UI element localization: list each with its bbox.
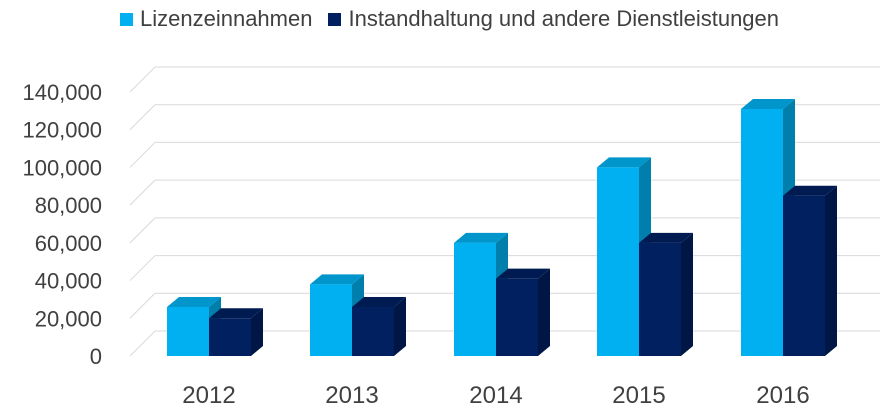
bar-lizenzeinnahmen-2015 <box>597 167 639 356</box>
bar-side-instandhaltung-2015 <box>681 232 693 356</box>
bar-top-instandhaltung-2014 <box>496 268 550 279</box>
x-tick-label: 2014 <box>469 382 522 409</box>
y-tick-label: 60,000 <box>35 231 102 256</box>
legend-label-lizenzeinnahmen: Lizenzeinnahmen <box>140 6 313 31</box>
x-tick-label: 2012 <box>182 382 235 409</box>
y-tick-label: 40,000 <box>35 269 102 294</box>
gridline-diagonal <box>129 330 156 357</box>
x-tick-label: 2013 <box>325 382 378 409</box>
x-tick-label: 2015 <box>612 382 665 409</box>
bar-top-instandhaltung-2015 <box>639 232 693 243</box>
bar-instandhaltung-2012 <box>209 318 251 356</box>
gridline-diagonal <box>129 255 156 281</box>
bar-side-instandhaltung-2014 <box>538 268 550 356</box>
gridline-diagonal <box>129 292 156 319</box>
bar-top-lizenzeinnahmen-2013 <box>310 274 364 285</box>
bar-top-lizenzeinnahmen-2016 <box>741 98 795 109</box>
bar-side-instandhaltung-2016 <box>825 185 837 356</box>
legend-item-instandhaltung: Instandhaltung und andere Dienstleistung… <box>328 6 779 32</box>
bar-top-lizenzeinnahmen-2015 <box>597 157 651 168</box>
gridline-diagonal <box>129 179 156 206</box>
bar-side-instandhaltung-2013 <box>394 296 406 356</box>
chart-legend: Lizenzeinnahmen Instandhaltung und ander… <box>120 6 795 32</box>
y-tick-label: 0 <box>90 344 102 369</box>
bar-top-lizenzeinnahmen-2014 <box>454 232 508 243</box>
bar-lizenzeinnahmen-2014 <box>454 242 496 356</box>
bar-lizenzeinnahmen-2012 <box>167 306 209 356</box>
bar-side-instandhaltung-2012 <box>251 308 263 356</box>
y-tick-label: 140,000 <box>22 80 102 105</box>
y-tick-label: 100,000 <box>22 155 102 180</box>
bar-lizenzeinnahmen-2013 <box>310 284 352 356</box>
bar-top-lizenzeinnahmen-2012 <box>167 296 221 307</box>
bar-instandhaltung-2013 <box>352 306 394 356</box>
y-tick-label: 80,000 <box>35 193 102 218</box>
bar-top-instandhaltung-2012 <box>209 308 263 319</box>
gridline-diagonal <box>129 104 156 131</box>
bar-instandhaltung-2016 <box>783 195 825 356</box>
x-tick-label: 2016 <box>756 382 809 409</box>
bar-lizenzeinnahmen-2016 <box>741 108 783 356</box>
legend-swatch-instandhaltung <box>328 12 342 26</box>
legend-label-instandhaltung: Instandhaltung und andere Dienstleistung… <box>348 6 780 31</box>
bar-top-instandhaltung-2016 <box>783 185 837 196</box>
gridline-diagonal <box>129 142 156 168</box>
legend-item-lizenzeinnahmen: Lizenzeinnahmen <box>120 6 312 32</box>
gridline-diagonal <box>129 217 156 244</box>
bar-instandhaltung-2014 <box>496 278 538 356</box>
y-tick-label: 120,000 <box>22 118 102 143</box>
gridline-diagonal <box>129 66 156 93</box>
y-tick-label: 20,000 <box>35 306 102 331</box>
bar-instandhaltung-2015 <box>639 242 681 356</box>
bar-top-instandhaltung-2013 <box>352 296 406 307</box>
legend-swatch-lizenzeinnahmen <box>120 12 133 26</box>
